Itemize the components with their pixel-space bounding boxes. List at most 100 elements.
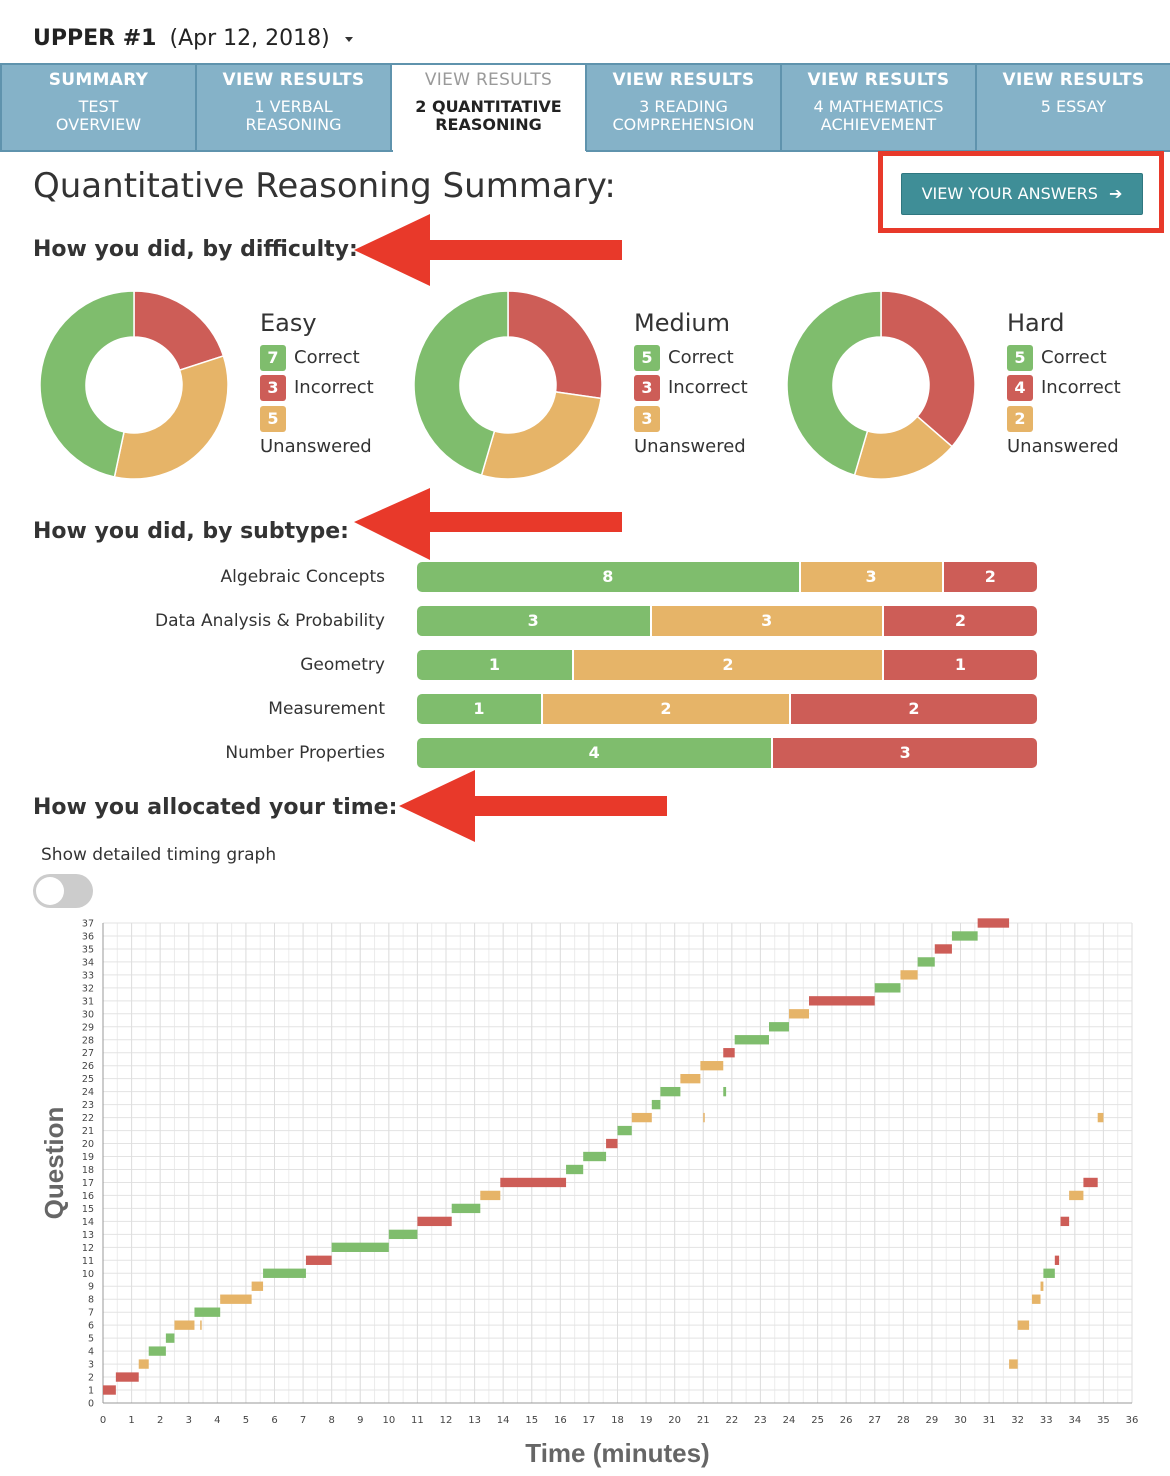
view-answers-button[interactable]: VIEW YOUR ANSWERS ➔ [901,173,1143,215]
x-tick-label: 25 [811,1415,824,1426]
y-tick-label: 13 [82,1230,94,1241]
subtype-heading: How you did, by subtype: [33,519,349,544]
legend-label: Incorrect [294,377,374,398]
subtype-segment-unanswered: 2 [572,650,882,680]
y-tick-label: 32 [82,983,94,994]
y-tick-label: 2 [88,1373,94,1384]
tab-line2: 2 QUANTITATIVE REASONING [415,97,562,134]
subtype-segment-correct: 8 [417,562,799,592]
count-badge: 4 [1007,375,1033,401]
legend-label-unanswered: Unanswered [260,436,372,457]
y-tick-label: 20 [82,1139,94,1150]
legend-correct: 7 Correct [260,345,360,371]
y-tick-label: 17 [82,1178,94,1189]
x-tick-label: 36 [1126,1415,1139,1426]
y-tick-label: 8 [88,1295,94,1306]
x-tick-label: 1 [128,1415,134,1426]
tab-0[interactable]: SUMMARY TEST OVERVIEW [0,63,197,151]
tab-line2: 4 MATHEMATICS ACHIEVEMENT [813,97,944,134]
page-title: Quantitative Reasoning Summary: [33,166,616,206]
legend-unanswered: 2 [1007,406,1041,432]
y-tick-label: 36 [82,931,94,942]
legend-label: Incorrect [668,377,748,398]
annotation-arrow [354,488,622,560]
tab-1[interactable]: VIEW RESULTS 1 VERBAL REASONING [195,63,392,151]
x-tick-label: 22 [725,1415,738,1426]
y-axis-label: Question [39,1107,69,1220]
count-badge: 7 [260,345,286,371]
timing-segment-q22 [703,1112,705,1123]
timing-segment-q19 [583,1151,607,1162]
tab-3[interactable]: VIEW RESULTS 3 READING COMPREHENSION [585,63,782,151]
timing-heading: How you allocated your time: [33,795,398,820]
timing-segment-q32 [874,983,901,993]
subtype-label: Geometry [300,655,385,675]
timing-segment-q13 [388,1229,418,1240]
y-tick-label: 5 [88,1334,94,1345]
tab-2[interactable]: VIEW RESULTS 2 QUANTITATIVE REASONING [390,63,587,151]
donut-medium [414,291,603,480]
timing-segment-q22 [1097,1112,1104,1123]
results-tabs: SUMMARY TEST OVERVIEW VIEW RESULTS 1 VERBAL… [0,63,1170,151]
timing-segment-q1 [103,1385,116,1395]
timing-segment-q10 [1043,1268,1055,1278]
tab-line2: 3 READING COMPREHENSION [612,97,755,134]
tab-underline [0,150,393,152]
y-tick-label: 16 [82,1191,94,1202]
subtype-label: Measurement [268,699,385,719]
tab-line2: 5 ESSAY [1040,97,1107,116]
timing-segment-q4 [148,1346,166,1356]
tab-4[interactable]: VIEW RESULTS 4 MATHEMATICS ACHIEVEMENT [780,63,977,151]
subtype-label: Algebraic Concepts [220,567,385,587]
test-selector[interactable]: UPPER #1 (Apr 12, 2018) [33,26,353,51]
y-tick-label: 11 [82,1256,94,1267]
y-tick-label: 30 [82,1009,94,1020]
donut-slice-unanswered [480,390,602,480]
x-tick-label: 6 [271,1415,277,1426]
x-tick-label: 17 [583,1415,596,1426]
legend-unanswered: 3 [634,406,668,432]
y-tick-label: 4 [88,1347,94,1358]
subtype-segment-unanswered: 3 [798,562,942,592]
tab-5[interactable]: VIEW RESULTS 5 ESSAY [975,63,1170,151]
timing-segment-q11 [1054,1255,1060,1265]
subtype-segment-incorrect: 3 [771,738,1037,768]
timing-segment-q34 [917,957,935,967]
timing-segment-q27 [723,1048,735,1058]
x-tick-label: 5 [243,1415,249,1426]
timing-segment-q28 [734,1035,769,1045]
x-tick-label: 15 [525,1415,538,1426]
timing-chart: 0 1 2 3 4 5 6 7 8 9 10 11 12 13 14 15 16 17 18 19 20 21 22 23 24… [39,918,1139,1468]
donut-slice-correct [414,291,509,477]
legend-unanswered: 5 [260,406,294,432]
timing-segment-q16 [1069,1190,1084,1201]
x-tick-label: 14 [497,1415,510,1426]
y-tick-label: 31 [82,996,94,1007]
detailed-timing-toggle[interactable] [33,874,93,908]
y-tick-label: 35 [82,944,94,955]
tab-line1: VIEW RESULTS [222,70,365,90]
difficulty-title: Easy [260,309,317,337]
timing-segment-q20 [606,1138,618,1149]
y-tick-label: 10 [82,1269,94,1280]
tab-line2: 1 VERBAL REASONING [245,97,342,134]
timing-segment-q25 [680,1074,701,1084]
y-tick-label: 29 [82,1022,94,1033]
tab-line1: VIEW RESULTS [807,70,950,90]
annotation-highlight-box [878,151,1164,233]
timing-segment-q15 [451,1203,481,1214]
legend-incorrect: 3 Incorrect [634,375,748,401]
x-tick-label: 20 [668,1415,681,1426]
timing-segment-q7 [194,1307,221,1317]
timing-segment-q12 [331,1242,389,1252]
y-tick-label: 34 [82,957,94,968]
y-tick-label: 19 [82,1152,94,1163]
legend-label: Correct [294,347,360,368]
y-tick-label: 6 [88,1321,94,1332]
timing-segment-q6 [200,1320,202,1330]
legend-incorrect: 4 Incorrect [1007,375,1121,401]
subtype-segment-correct: 1 [417,694,541,724]
count-badge: 5 [634,345,660,371]
